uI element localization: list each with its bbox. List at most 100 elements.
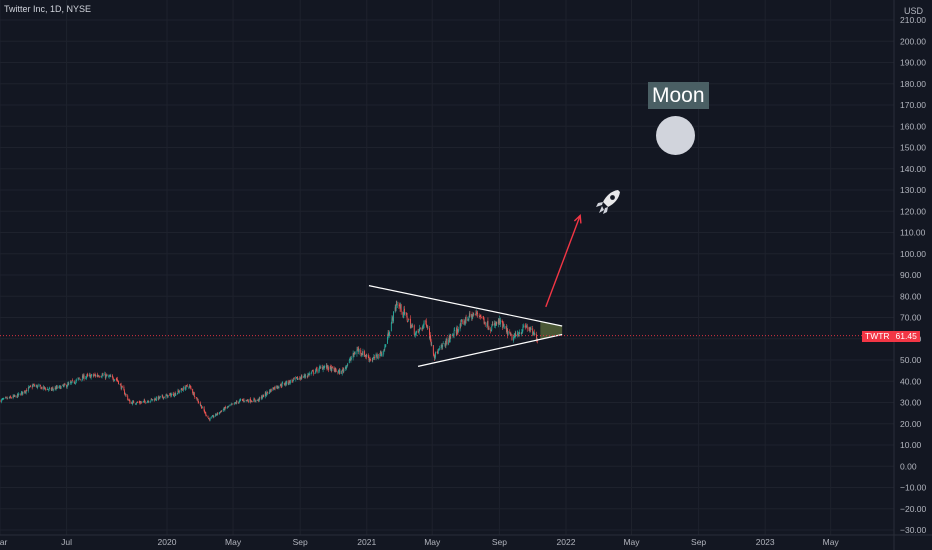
candle	[12, 394, 14, 400]
candle	[399, 303, 401, 312]
candle	[379, 350, 381, 357]
candle	[326, 363, 328, 371]
candle	[400, 303, 402, 315]
candle	[194, 395, 196, 400]
candle	[5, 396, 6, 399]
candle	[316, 366, 318, 374]
candle	[467, 316, 469, 322]
candle	[426, 324, 428, 328]
candle	[367, 353, 369, 359]
candle	[498, 315, 500, 326]
candle	[117, 379, 119, 383]
candle	[60, 385, 62, 390]
candles	[0, 300, 539, 422]
y-tick-label: −30.00	[900, 525, 927, 535]
candle	[1, 397, 3, 401]
candle	[32, 383, 34, 388]
candle	[20, 393, 22, 396]
candle	[513, 333, 515, 340]
candle	[243, 398, 245, 403]
candle	[281, 383, 283, 389]
candle	[101, 375, 102, 378]
candle	[189, 384, 191, 388]
candle	[100, 375, 102, 378]
candle	[44, 387, 46, 390]
candle	[272, 387, 274, 392]
candle	[339, 368, 340, 375]
candle	[300, 374, 302, 380]
candle	[304, 373, 306, 379]
x-tick-label: May	[424, 537, 441, 547]
y-tick-label: 200.00	[900, 36, 926, 46]
candle	[402, 311, 404, 318]
trendline-lower[interactable]	[417, 333, 563, 367]
candle	[494, 320, 495, 328]
candle	[5, 396, 7, 399]
candle	[449, 334, 451, 343]
candle	[253, 397, 255, 402]
candle	[28, 386, 30, 389]
candle	[300, 377, 302, 381]
candle	[364, 349, 366, 357]
candle	[182, 389, 184, 391]
candle	[304, 373, 305, 379]
candle	[307, 372, 309, 375]
candle	[383, 348, 385, 351]
candle	[425, 318, 427, 327]
candle	[143, 398, 145, 403]
candle	[255, 399, 257, 403]
candle	[391, 315, 393, 324]
candle	[247, 398, 249, 402]
x-tick-label: Mar	[0, 537, 7, 547]
candle	[422, 324, 424, 330]
candle	[234, 401, 236, 404]
candle	[280, 383, 281, 387]
candle	[253, 397, 255, 400]
candle	[55, 386, 57, 390]
candle	[327, 365, 329, 371]
candle	[352, 350, 354, 361]
candle	[292, 379, 293, 383]
x-tick-label: 2022	[557, 537, 576, 547]
candle	[205, 414, 207, 417]
target-arrow[interactable]	[545, 215, 581, 308]
candle	[328, 366, 330, 373]
candle	[483, 317, 485, 325]
candle	[2, 398, 4, 401]
candle	[78, 377, 80, 380]
candle	[138, 400, 140, 403]
trendline-upper[interactable]	[368, 285, 563, 327]
candle	[247, 399, 249, 404]
candle	[316, 366, 318, 371]
candle	[312, 369, 314, 376]
candle	[250, 397, 251, 404]
candle	[13, 394, 15, 398]
candle	[218, 412, 220, 415]
candle	[356, 346, 358, 357]
candle	[354, 351, 356, 355]
candle	[407, 320, 409, 323]
candle	[171, 392, 173, 395]
candle	[404, 311, 406, 317]
candle	[132, 400, 134, 403]
candle	[32, 383, 34, 387]
candle	[163, 396, 165, 400]
candle	[372, 357, 374, 363]
candle	[448, 333, 450, 343]
candle	[384, 344, 386, 352]
candle	[14, 395, 16, 398]
candle	[36, 384, 38, 389]
candle	[179, 389, 181, 394]
candle	[318, 366, 320, 373]
candle	[357, 346, 359, 352]
candle	[498, 318, 500, 325]
x-tick-label: May	[623, 537, 640, 547]
candle	[37, 383, 39, 387]
candle	[169, 392, 171, 396]
candle	[353, 352, 355, 357]
candle	[487, 317, 489, 330]
candle	[211, 414, 213, 418]
candle	[79, 378, 81, 381]
candle	[348, 358, 350, 364]
